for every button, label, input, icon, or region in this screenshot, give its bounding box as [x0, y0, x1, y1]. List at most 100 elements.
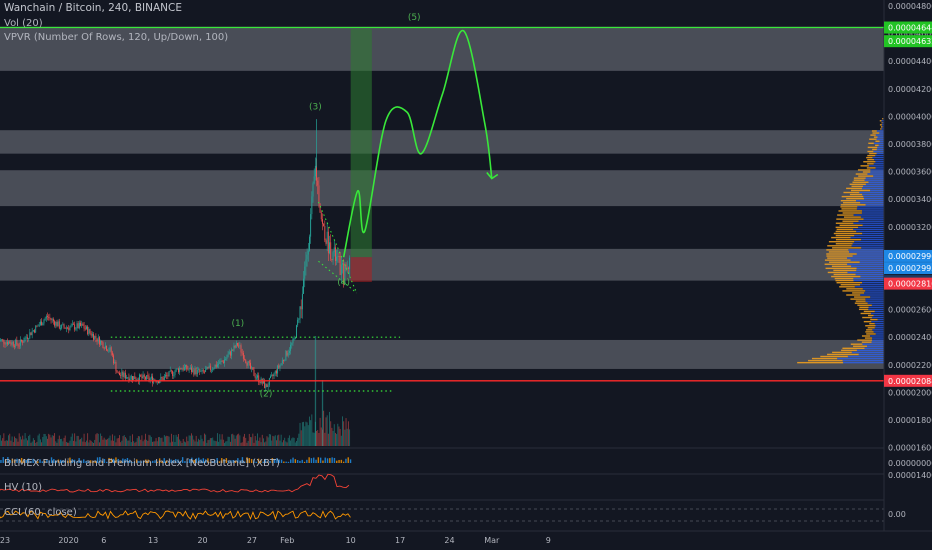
- candle-body: [50, 318, 52, 320]
- vpvr-row-down: [850, 343, 863, 345]
- candle-body: [139, 374, 140, 382]
- funding-bar: [89, 460, 92, 463]
- candle-body: [305, 259, 307, 267]
- vpvr-row-up: [870, 171, 884, 173]
- candle-body: [273, 373, 275, 377]
- candle-body: [11, 341, 13, 345]
- funding-bar: [329, 458, 331, 463]
- candle-body: [259, 382, 261, 384]
- vpvr-row-up: [874, 310, 884, 313]
- funding-bar: [140, 461, 142, 463]
- candle-body: [87, 326, 89, 335]
- candle-body: [226, 357, 228, 359]
- price-marker: [884, 277, 932, 290]
- vpvr-row-up: [847, 263, 884, 265]
- candle-body: [290, 344, 292, 351]
- candle-body: [130, 376, 132, 379]
- funding-bar: [83, 459, 85, 463]
- funding-bar: [110, 458, 113, 463]
- candle-body: [15, 339, 17, 347]
- volume-bar: [291, 438, 293, 446]
- funding-bar: [39, 459, 41, 463]
- volume-bar: [294, 442, 296, 446]
- vpvr-row-up: [852, 255, 884, 257]
- vpvr-row-down: [828, 241, 855, 243]
- vpvr-row-down: [872, 148, 877, 151]
- price-marker-label: 0.00002810: [888, 280, 932, 289]
- candle-body: [78, 322, 80, 329]
- candle-body: [109, 347, 111, 351]
- indicator-tick: 0.00: [888, 510, 906, 519]
- volume-bar: [80, 439, 81, 446]
- vpvr-row-up: [853, 279, 884, 282]
- cci-line: [0, 510, 351, 521]
- volume-bar: [212, 437, 214, 446]
- volume-bar: [165, 436, 166, 446]
- vpvr-row-up: [854, 241, 884, 243]
- volume-bar: [102, 439, 104, 446]
- volume-profile: [797, 118, 884, 364]
- funding-bar: [283, 461, 285, 463]
- vpvr-row-down: [853, 179, 865, 181]
- vpvr-row-up: [872, 339, 884, 341]
- vpvr-row-down: [836, 218, 864, 220]
- volume-bar: [161, 437, 163, 446]
- vpvr-row-down: [835, 222, 854, 224]
- funding-bar: [230, 460, 232, 463]
- vpvr-row-up: [858, 226, 884, 229]
- candle-body: [37, 325, 39, 327]
- candle-body: [270, 376, 271, 379]
- funding-bar: [248, 458, 251, 463]
- funding-bar: [126, 458, 129, 463]
- vpvr-row-up: [876, 138, 884, 140]
- candle-body: [74, 324, 76, 330]
- volume-bar: [277, 435, 279, 446]
- volume-bars: [0, 336, 351, 446]
- vpvr-row-up: [877, 146, 884, 149]
- candle-body: [96, 338, 98, 342]
- funding-bar: [303, 461, 306, 463]
- volume-bar: [69, 440, 71, 446]
- candle-body: [198, 369, 199, 371]
- volume-bar: [327, 433, 329, 446]
- vpvr-row-down: [855, 173, 868, 175]
- candle-body: [16, 339, 18, 345]
- volume-bar: [73, 440, 74, 446]
- funding-bar: [154, 460, 156, 463]
- time-tick: 23: [0, 536, 10, 545]
- vpvr-row-up: [861, 238, 884, 241]
- candle-body: [56, 321, 58, 327]
- funding-bar: [60, 459, 62, 463]
- funding-bar: [241, 457, 244, 463]
- hv-legend: HV (10): [4, 482, 43, 493]
- volume-bar: [193, 439, 195, 446]
- candle-body: [251, 367, 253, 369]
- vpvr-row-up: [856, 267, 884, 270]
- funding-bar: [347, 457, 349, 463]
- candle-body: [331, 259, 333, 261]
- volume-bar: [101, 435, 103, 446]
- candle-body: [317, 180, 319, 186]
- volume-bar: [226, 441, 228, 446]
- candle-body: [75, 328, 77, 330]
- candle-body: [325, 240, 327, 244]
- funding-bar: [66, 460, 69, 463]
- volume-bar: [194, 441, 196, 446]
- volume-bar: [283, 440, 284, 446]
- price-tick: 0.00002200: [888, 361, 932, 370]
- funding-bar: [41, 461, 44, 463]
- price-marker: [884, 262, 932, 275]
- candle-body: [334, 247, 336, 261]
- candle-body: [234, 345, 236, 348]
- candle-body: [119, 372, 120, 376]
- volume-bar: [325, 417, 327, 446]
- volume-bar: [132, 434, 133, 446]
- vpvr-row-down: [846, 294, 861, 296]
- candle-body: [147, 375, 149, 377]
- volume-bar: [119, 435, 120, 446]
- price-marker: [884, 249, 932, 262]
- volume-bar: [304, 426, 306, 446]
- funding-bar: [4, 460, 7, 463]
- candle-body: [301, 293, 303, 310]
